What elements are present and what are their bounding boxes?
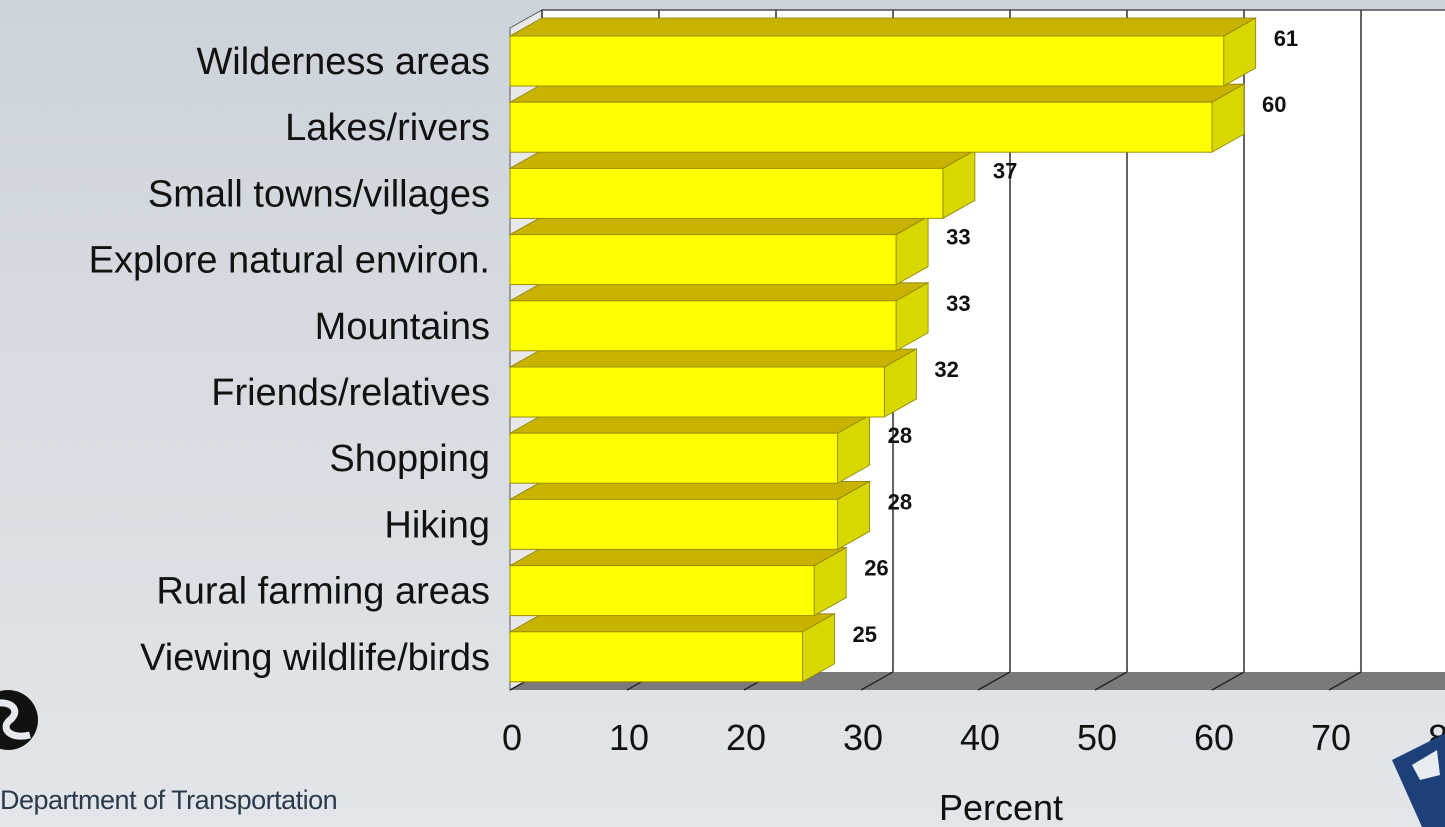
bar-value-label: 60: [1262, 92, 1286, 117]
bar-value-label: 28: [888, 489, 912, 514]
bar-top-face: [508, 480, 872, 500]
x-tick-label: 0: [502, 717, 522, 758]
floor-gridline: [1328, 671, 1362, 691]
category-label: Friends/relatives: [211, 372, 490, 414]
bar-value-label: 61: [1274, 26, 1298, 51]
bar-top-face: [508, 547, 848, 566]
x-tick-label: 50: [1077, 717, 1117, 758]
bar-value-label: 37: [993, 158, 1017, 183]
bar-top-face: [508, 149, 977, 169]
floor-gridline: [1211, 671, 1245, 691]
category-label: Small towns/villages: [148, 173, 490, 215]
x-tick-label: 40: [960, 717, 1000, 758]
bar-top-face: [508, 282, 930, 302]
bar: [509, 167, 944, 219]
x-tick-label: 20: [726, 717, 766, 758]
organization-label: Department of Transportation: [0, 785, 338, 815]
bar-value-label: 28: [888, 423, 912, 448]
bar: [509, 101, 1213, 153]
bar-value-label: 32: [934, 357, 958, 382]
bar: [509, 234, 897, 286]
category-label: Mountains: [315, 306, 490, 348]
bar: [509, 300, 897, 352]
bar-value-label: 33: [946, 291, 970, 316]
bar-top-face: [508, 83, 1246, 103]
category-label: Explore natural environ.: [89, 240, 490, 282]
bar: [509, 432, 839, 484]
bar: [509, 498, 839, 550]
bar: [509, 366, 885, 418]
corner-logo-icon: [1392, 733, 1445, 827]
x-tick-label: 30: [843, 717, 883, 758]
bar-top-face: [508, 17, 1258, 37]
x-tick-label: 60: [1194, 717, 1234, 758]
category-label: Wilderness areas: [196, 41, 490, 83]
bar: [509, 565, 815, 617]
floor-gridline: [1094, 671, 1128, 691]
category-label: Viewing wildlife/birds: [140, 637, 490, 679]
category-label: Lakes/rivers: [285, 107, 490, 149]
dot-logo-icon: [0, 690, 38, 750]
bar-top-face: [508, 414, 872, 434]
bar-value-label: 33: [946, 225, 970, 250]
floor-gridline: [977, 671, 1011, 691]
category-label: Hiking: [384, 504, 490, 546]
x-tick-label: 10: [609, 717, 649, 758]
x-tick-label: 70: [1311, 717, 1351, 758]
category-label: Shopping: [329, 438, 490, 480]
bar: [509, 35, 1225, 87]
x-axis-title: Percent: [939, 787, 1063, 827]
category-label: Rural farming areas: [156, 571, 490, 613]
floor-gridline: [860, 671, 894, 691]
bar-top-face: [508, 216, 930, 236]
bar-value-label: 26: [864, 556, 888, 581]
bar: [509, 631, 803, 683]
bar-top-face: [508, 613, 837, 633]
bar-top-face: [508, 348, 918, 368]
bar-value-label: 25: [853, 622, 877, 647]
